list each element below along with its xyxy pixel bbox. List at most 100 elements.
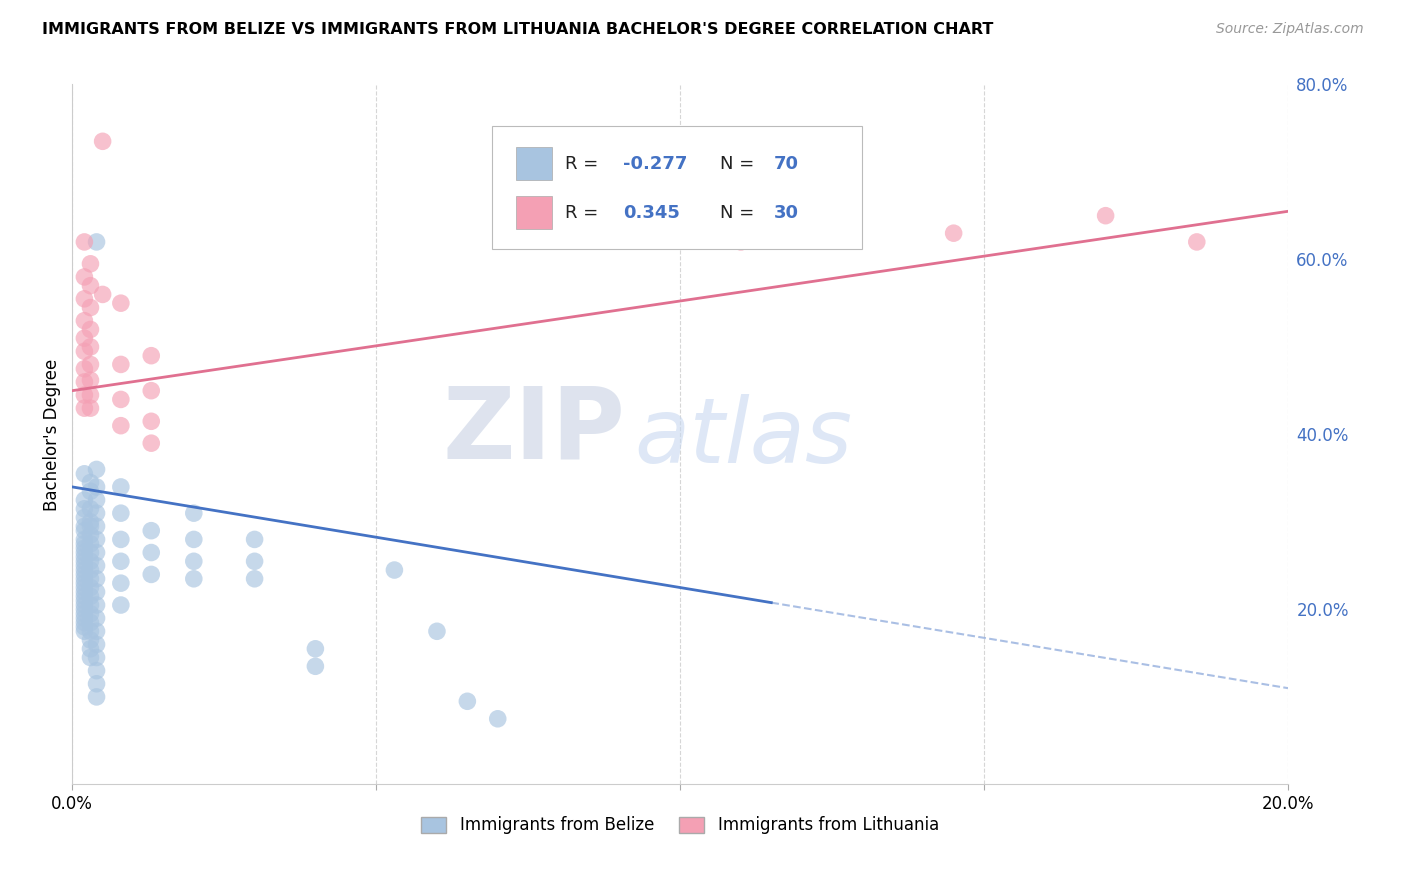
Bar bbox=[516, 195, 553, 229]
Point bbox=[86, 545, 108, 559]
Point bbox=[86, 677, 108, 691]
Point bbox=[110, 296, 132, 310]
Point bbox=[110, 533, 132, 547]
Point bbox=[73, 292, 96, 306]
Point bbox=[73, 519, 96, 533]
Point bbox=[86, 462, 108, 476]
Point bbox=[73, 593, 96, 607]
Point bbox=[73, 620, 96, 634]
Point bbox=[79, 598, 101, 612]
Text: IMMIGRANTS FROM BELIZE VS IMMIGRANTS FROM LITHUANIA BACHELOR'S DEGREE CORRELATIO: IMMIGRANTS FROM BELIZE VS IMMIGRANTS FRO… bbox=[42, 22, 994, 37]
Point bbox=[79, 358, 101, 372]
Point bbox=[73, 581, 96, 595]
Point bbox=[79, 633, 101, 648]
Point bbox=[73, 533, 96, 547]
Point bbox=[79, 340, 101, 354]
Point bbox=[73, 361, 96, 376]
Point bbox=[86, 585, 108, 599]
Point bbox=[79, 484, 101, 499]
Text: 70: 70 bbox=[773, 154, 799, 172]
Point bbox=[141, 436, 163, 450]
Bar bbox=[516, 147, 553, 180]
Point bbox=[1185, 235, 1208, 249]
Point bbox=[183, 506, 205, 520]
Point bbox=[141, 384, 163, 398]
Point bbox=[73, 375, 96, 389]
Point bbox=[73, 576, 96, 591]
Point bbox=[73, 235, 96, 249]
Point bbox=[73, 585, 96, 599]
Point bbox=[183, 533, 205, 547]
Point bbox=[73, 344, 96, 359]
Point bbox=[79, 641, 101, 656]
Point bbox=[86, 624, 108, 639]
Point bbox=[79, 607, 101, 621]
Point bbox=[110, 554, 132, 568]
Point bbox=[73, 589, 96, 603]
Text: N =: N = bbox=[720, 154, 761, 172]
Point bbox=[243, 554, 266, 568]
Point bbox=[79, 615, 101, 630]
Point bbox=[73, 401, 96, 416]
Point bbox=[73, 510, 96, 524]
Point bbox=[86, 611, 108, 625]
Point bbox=[243, 572, 266, 586]
Point bbox=[79, 373, 101, 387]
Text: 30: 30 bbox=[773, 203, 799, 221]
Point bbox=[79, 554, 101, 568]
Point bbox=[110, 576, 132, 591]
Point bbox=[86, 519, 108, 533]
Point bbox=[426, 624, 449, 639]
Point bbox=[73, 331, 96, 345]
Point bbox=[73, 554, 96, 568]
Point bbox=[79, 301, 101, 315]
Text: N =: N = bbox=[720, 203, 761, 221]
Point bbox=[79, 589, 101, 603]
FancyBboxPatch shape bbox=[492, 127, 862, 249]
Point bbox=[141, 414, 163, 428]
Point bbox=[110, 480, 132, 494]
Text: R =: R = bbox=[565, 203, 603, 221]
Point bbox=[79, 624, 101, 639]
Point bbox=[79, 519, 101, 533]
Point bbox=[86, 235, 108, 249]
Point bbox=[73, 572, 96, 586]
Point bbox=[91, 134, 114, 148]
Point bbox=[86, 637, 108, 651]
Point bbox=[86, 664, 108, 678]
Point bbox=[86, 480, 108, 494]
Text: ZIP: ZIP bbox=[443, 383, 626, 479]
Text: 0.345: 0.345 bbox=[623, 203, 681, 221]
Point bbox=[110, 598, 132, 612]
Point bbox=[79, 581, 101, 595]
Point bbox=[86, 650, 108, 665]
Point bbox=[73, 598, 96, 612]
Point bbox=[1094, 209, 1116, 223]
Point bbox=[73, 388, 96, 402]
Point bbox=[183, 572, 205, 586]
Text: Source: ZipAtlas.com: Source: ZipAtlas.com bbox=[1216, 22, 1364, 37]
Point bbox=[86, 533, 108, 547]
Point bbox=[73, 602, 96, 616]
Point bbox=[73, 607, 96, 621]
Point bbox=[730, 235, 752, 249]
Point bbox=[86, 493, 108, 508]
Point bbox=[79, 401, 101, 416]
Point bbox=[91, 287, 114, 301]
Text: R =: R = bbox=[565, 154, 603, 172]
Point bbox=[79, 528, 101, 542]
Point bbox=[73, 567, 96, 582]
Point bbox=[73, 541, 96, 556]
Point bbox=[79, 388, 101, 402]
Point bbox=[183, 554, 205, 568]
Point bbox=[73, 545, 96, 559]
Point bbox=[73, 624, 96, 639]
Point bbox=[73, 493, 96, 508]
Legend: Immigrants from Belize, Immigrants from Lithuania: Immigrants from Belize, Immigrants from … bbox=[413, 808, 948, 843]
Point bbox=[110, 506, 132, 520]
Point bbox=[86, 690, 108, 704]
Point bbox=[79, 572, 101, 586]
Point bbox=[73, 537, 96, 551]
Point bbox=[79, 501, 101, 516]
Point bbox=[79, 257, 101, 271]
